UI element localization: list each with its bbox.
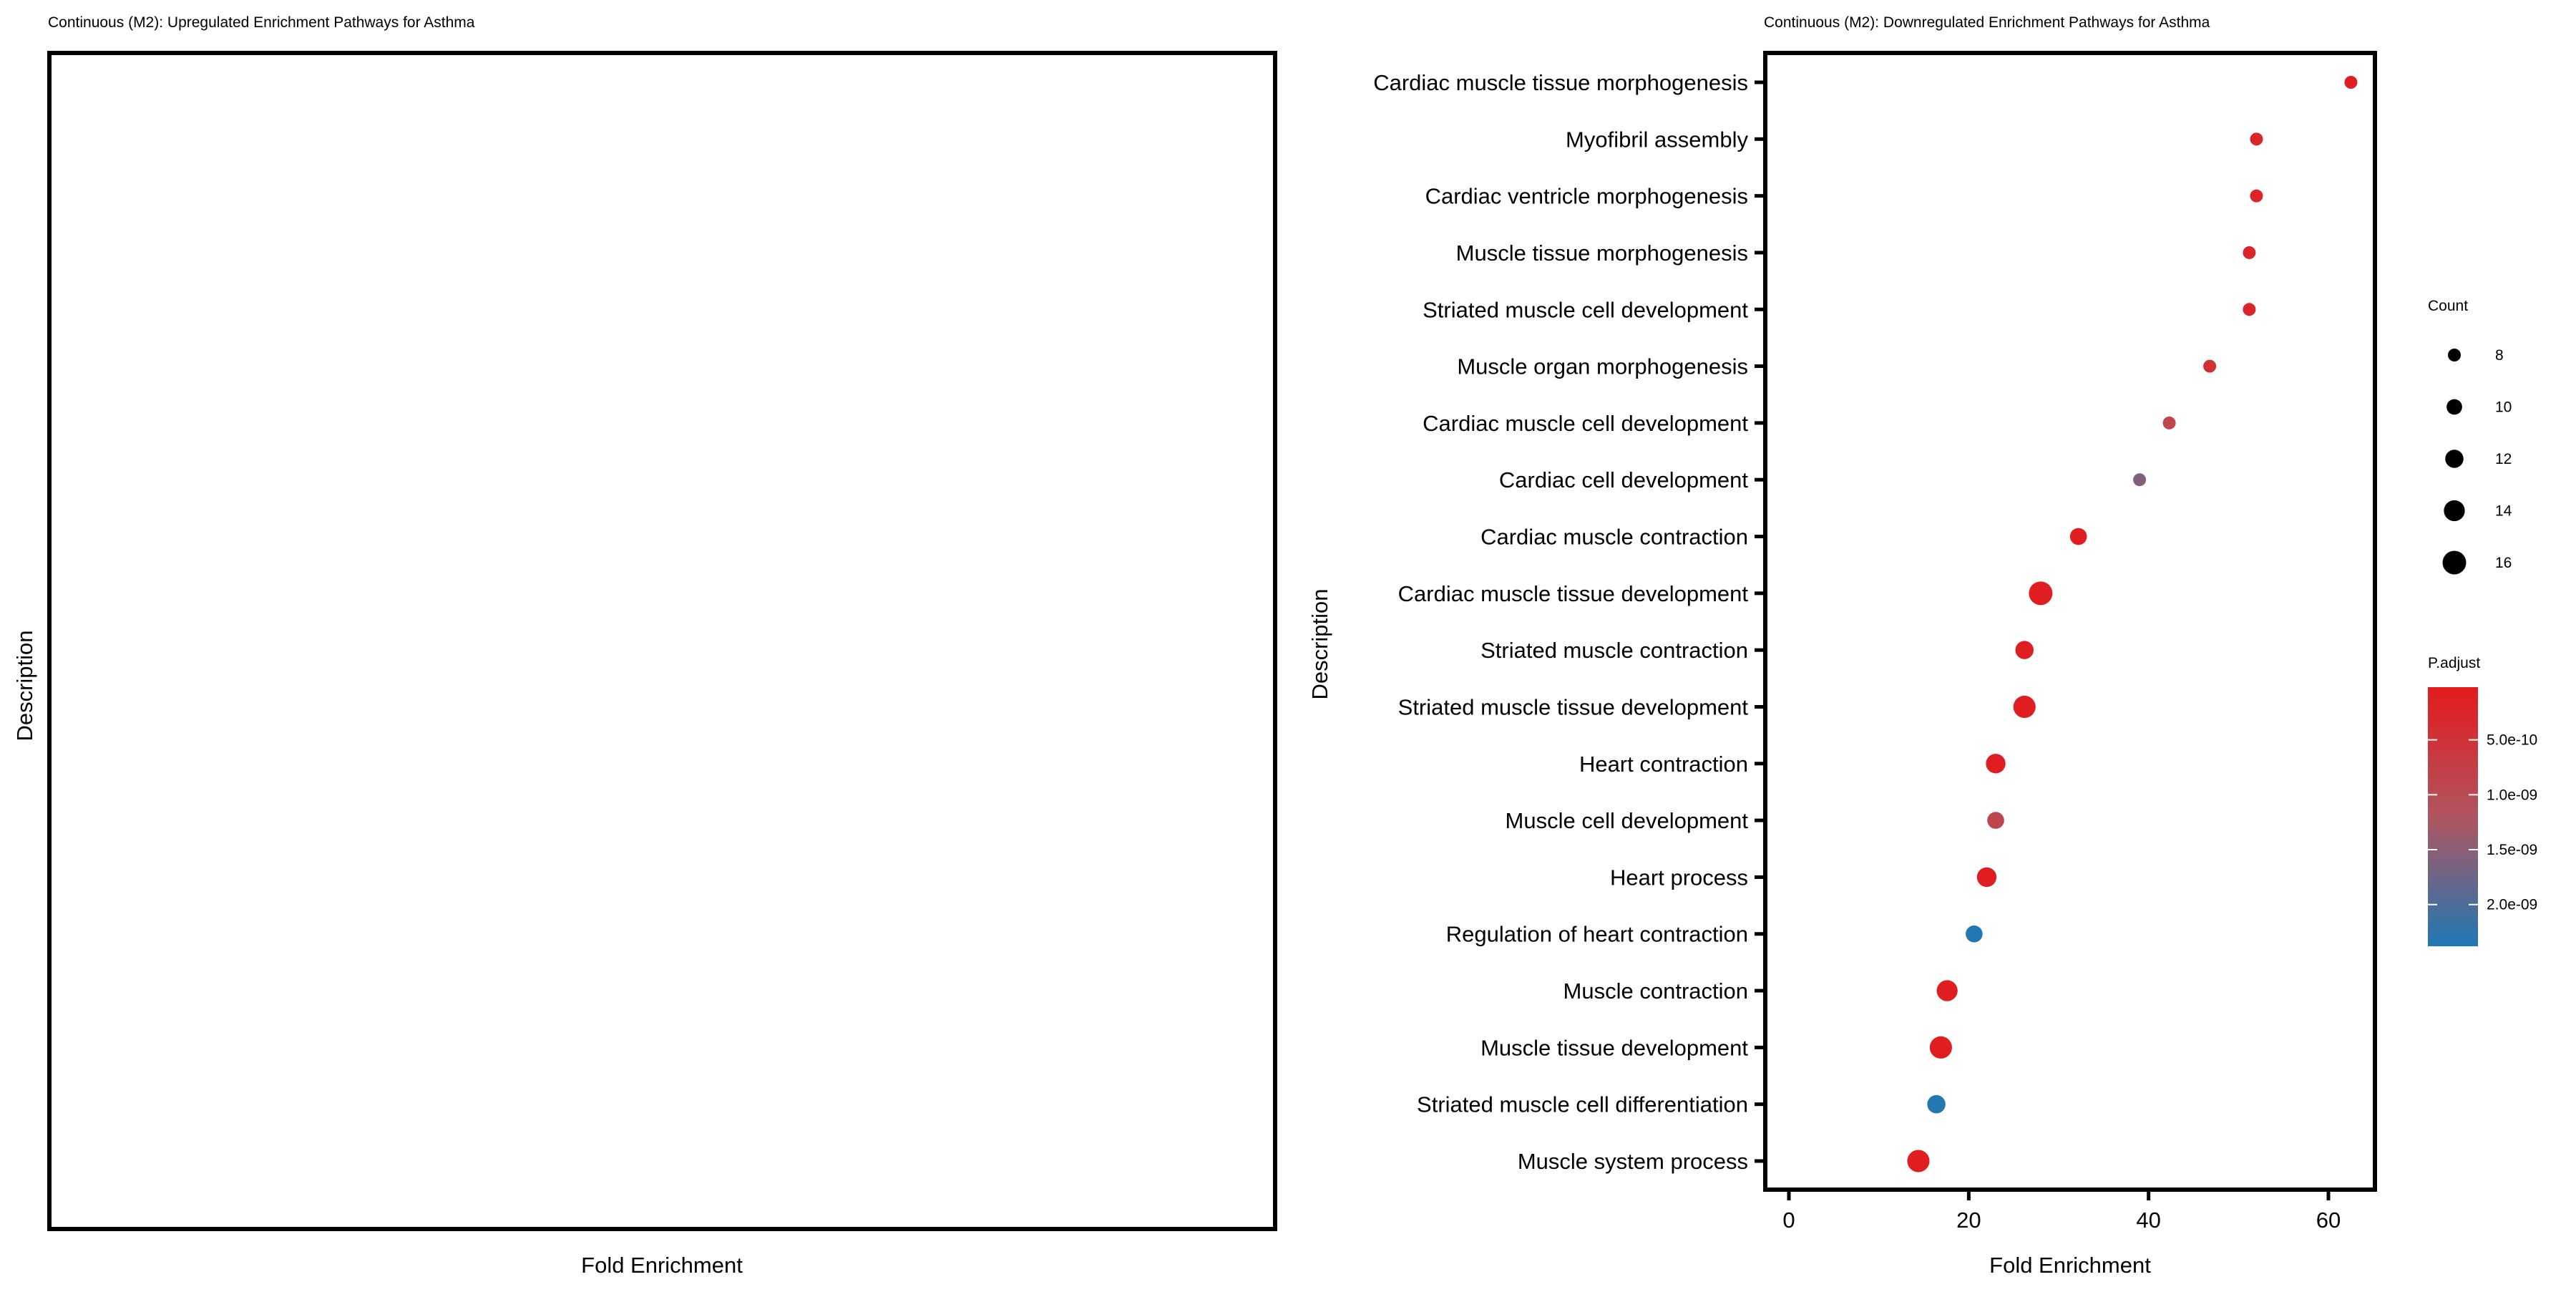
x-tick-label: 40: [2136, 1208, 2160, 1233]
right-plot-frame: [1763, 51, 2377, 1192]
data-point: [2133, 473, 2147, 487]
y-tick-label: Muscle organ morphogenesis: [1457, 354, 1748, 379]
data-point: [2344, 76, 2358, 89]
right-chart-title: Continuous (M2): Downregulated Enrichmen…: [1764, 14, 2210, 31]
y-tick-label: Striated muscle cell differentiation: [1417, 1092, 1748, 1117]
colorbar-tick-label: 2.0e-09: [2487, 897, 2537, 913]
count-legend-dot: [2448, 349, 2461, 361]
data-point: [2243, 303, 2256, 316]
y-tick-label: Muscle tissue morphogenesis: [1456, 241, 1748, 266]
data-point: [1907, 1150, 1930, 1172]
data-point: [2069, 528, 2087, 545]
count-legend-dot: [2444, 500, 2465, 522]
y-axis-rows: Cardiac muscle tissue morphogenesis Myofi…: [1373, 70, 1763, 1174]
data-point: [1987, 812, 2004, 829]
y-tick-label: Cardiac muscle cell development: [1423, 411, 1748, 436]
data-point: [1986, 754, 2006, 774]
count-legend-title: Count: [2428, 298, 2468, 314]
data-point: [2250, 132, 2263, 146]
data-point: [2013, 695, 2036, 719]
padjust-legend-title: P.adjust: [2428, 655, 2480, 671]
data-point: [1927, 1094, 1946, 1114]
upregulated-panel: Continuous (M2): Upregulated Enrichment …: [12, 14, 1277, 1278]
y-tick-label: Cardiac ventricle morphogenesis: [1425, 184, 1748, 209]
y-tick-label: Cardiac muscle tissue development: [1398, 581, 1749, 606]
count-legend-dot: [2445, 450, 2464, 468]
x-tick-label: 60: [2316, 1208, 2341, 1233]
data-point: [2203, 359, 2217, 373]
y-tick-label: Muscle contraction: [1563, 978, 1748, 1004]
count-legend-dot: [2442, 550, 2467, 575]
left-chart-title: Continuous (M2): Upregulated Enrichment …: [48, 14, 475, 31]
count-legend-label: 10: [2495, 399, 2512, 416]
data-point: [1976, 867, 1997, 888]
count-legend-label: 16: [2495, 555, 2512, 571]
y-tick-label: Myofibril assembly: [1566, 127, 1748, 152]
count-legend-dot: [2446, 399, 2462, 415]
y-tick-label: Muscle cell development: [1506, 808, 1749, 833]
padjust-colorbar: [2428, 687, 2478, 946]
colorbar-tick-label: 1.0e-09: [2487, 787, 2537, 803]
data-points: [1907, 76, 2358, 1172]
data-point: [2250, 189, 2263, 203]
right-y-axis-label: Description: [1307, 588, 1332, 699]
y-tick-label: Cardiac cell development: [1499, 467, 1748, 492]
data-point: [1929, 1036, 1952, 1059]
y-tick-label: Heart contraction: [1579, 752, 1748, 777]
x-tick-label: 0: [1782, 1208, 1795, 1233]
colorbar-tick-label: 1.5e-09: [2487, 842, 2537, 858]
data-point: [1936, 980, 1958, 1001]
count-legend-label: 12: [2495, 451, 2512, 467]
data-point: [1966, 925, 1983, 943]
y-tick-label: Cardiac muscle tissue morphogenesis: [1373, 70, 1748, 95]
padjust-legend: P.adjust 5.0e-10 1.0e-09 1.5e-09 2.0e-09: [2428, 655, 2537, 946]
y-tick-label: Regulation of heart contraction: [1446, 922, 1748, 947]
y-tick-label: Striated muscle cell development: [1423, 297, 1748, 322]
data-point: [2015, 641, 2034, 659]
right-x-axis-label: Fold Enrichment: [1989, 1253, 2151, 1278]
downregulated-panel: Continuous (M2): Downregulated Enrichmen…: [1307, 14, 2377, 1278]
data-point: [2029, 581, 2053, 606]
y-tick-label: Striated muscle tissue development: [1398, 694, 1749, 719]
count-legend: Count 8 10 12 14 16: [2428, 298, 2512, 575]
count-legend-label: 8: [2495, 347, 2504, 364]
y-tick-label: Striated muscle contraction: [1480, 638, 1748, 663]
x-axis: 0 20 40 60: [1782, 1191, 2341, 1233]
colorbar-tick-label: 5.0e-10: [2487, 732, 2537, 749]
left-plot-frame: [47, 51, 1277, 1231]
left-x-axis-label: Fold Enrichment: [581, 1253, 743, 1278]
y-tick-label: Heart process: [1610, 865, 1748, 890]
data-point: [2243, 246, 2256, 259]
y-tick-label: Cardiac muscle contraction: [1480, 525, 1748, 550]
y-tick-label: Muscle system process: [1518, 1149, 1748, 1174]
data-point: [2162, 416, 2176, 429]
left-y-axis-label: Description: [12, 630, 37, 741]
count-legend-label: 14: [2495, 503, 2512, 520]
x-tick-label: 20: [1956, 1208, 1981, 1233]
y-tick-label: Muscle tissue development: [1480, 1035, 1748, 1060]
